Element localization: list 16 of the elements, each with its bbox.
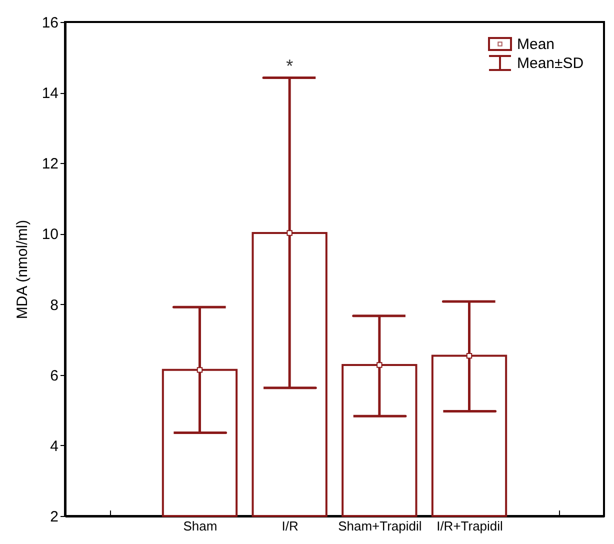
y-tick-label: 8 [50,296,58,314]
x-tick-label: I/R [282,518,298,534]
annotation: Mean±SD [517,55,584,72]
y-tick-label: 14 [42,85,58,102]
y-tick-label: 6 [50,367,58,384]
y-tick-label: 10 [42,226,58,244]
y-tick-label: 16 [42,14,58,32]
annotation: * [286,56,294,76]
x-tick-label: Sham [183,518,218,534]
x-tick-label: I/R+Trapidil [436,518,504,534]
legend-label: Mean [517,36,555,53]
y-tick-label: 4 [50,438,58,455]
y-tick-label: 12 [42,156,58,173]
y-tick-label: 2 [50,508,58,526]
y-axis-title: MDA (nmol/ml) [14,220,31,320]
x-tick-label: Sham+Trapidil [338,518,422,534]
